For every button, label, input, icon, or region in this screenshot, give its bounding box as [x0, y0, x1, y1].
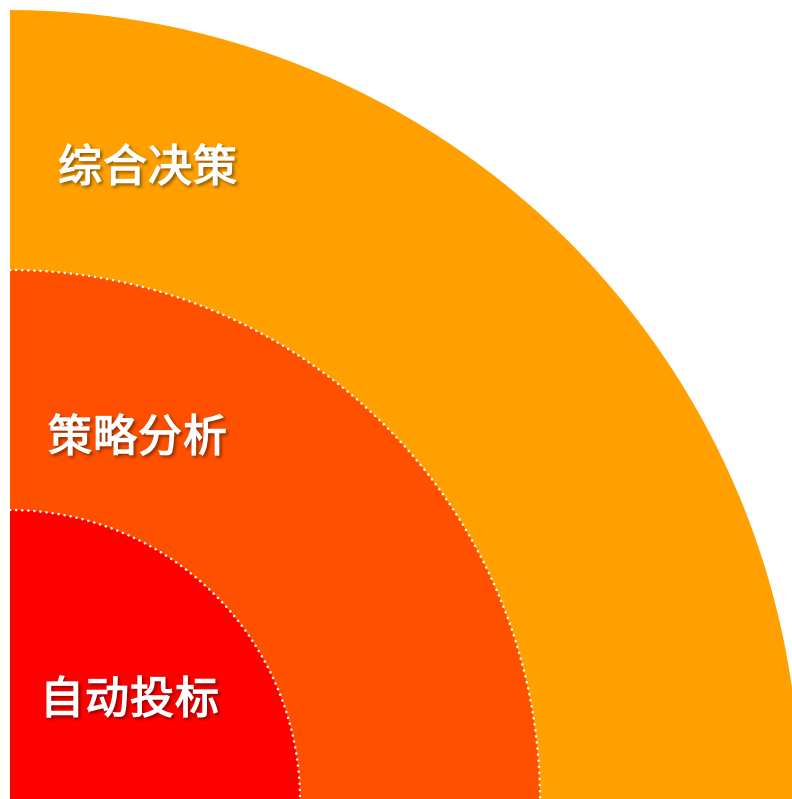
layer-inner-arc: [10, 510, 300, 799]
layer-label-automatic-bidding: 自动投标: [40, 673, 220, 724]
inner-dotted-separator: [8, 508, 302, 799]
layer-label-strategy-analysis: 策略分析: [48, 411, 228, 462]
layer-label-comprehensive-decision: 综合决策: [58, 141, 238, 192]
